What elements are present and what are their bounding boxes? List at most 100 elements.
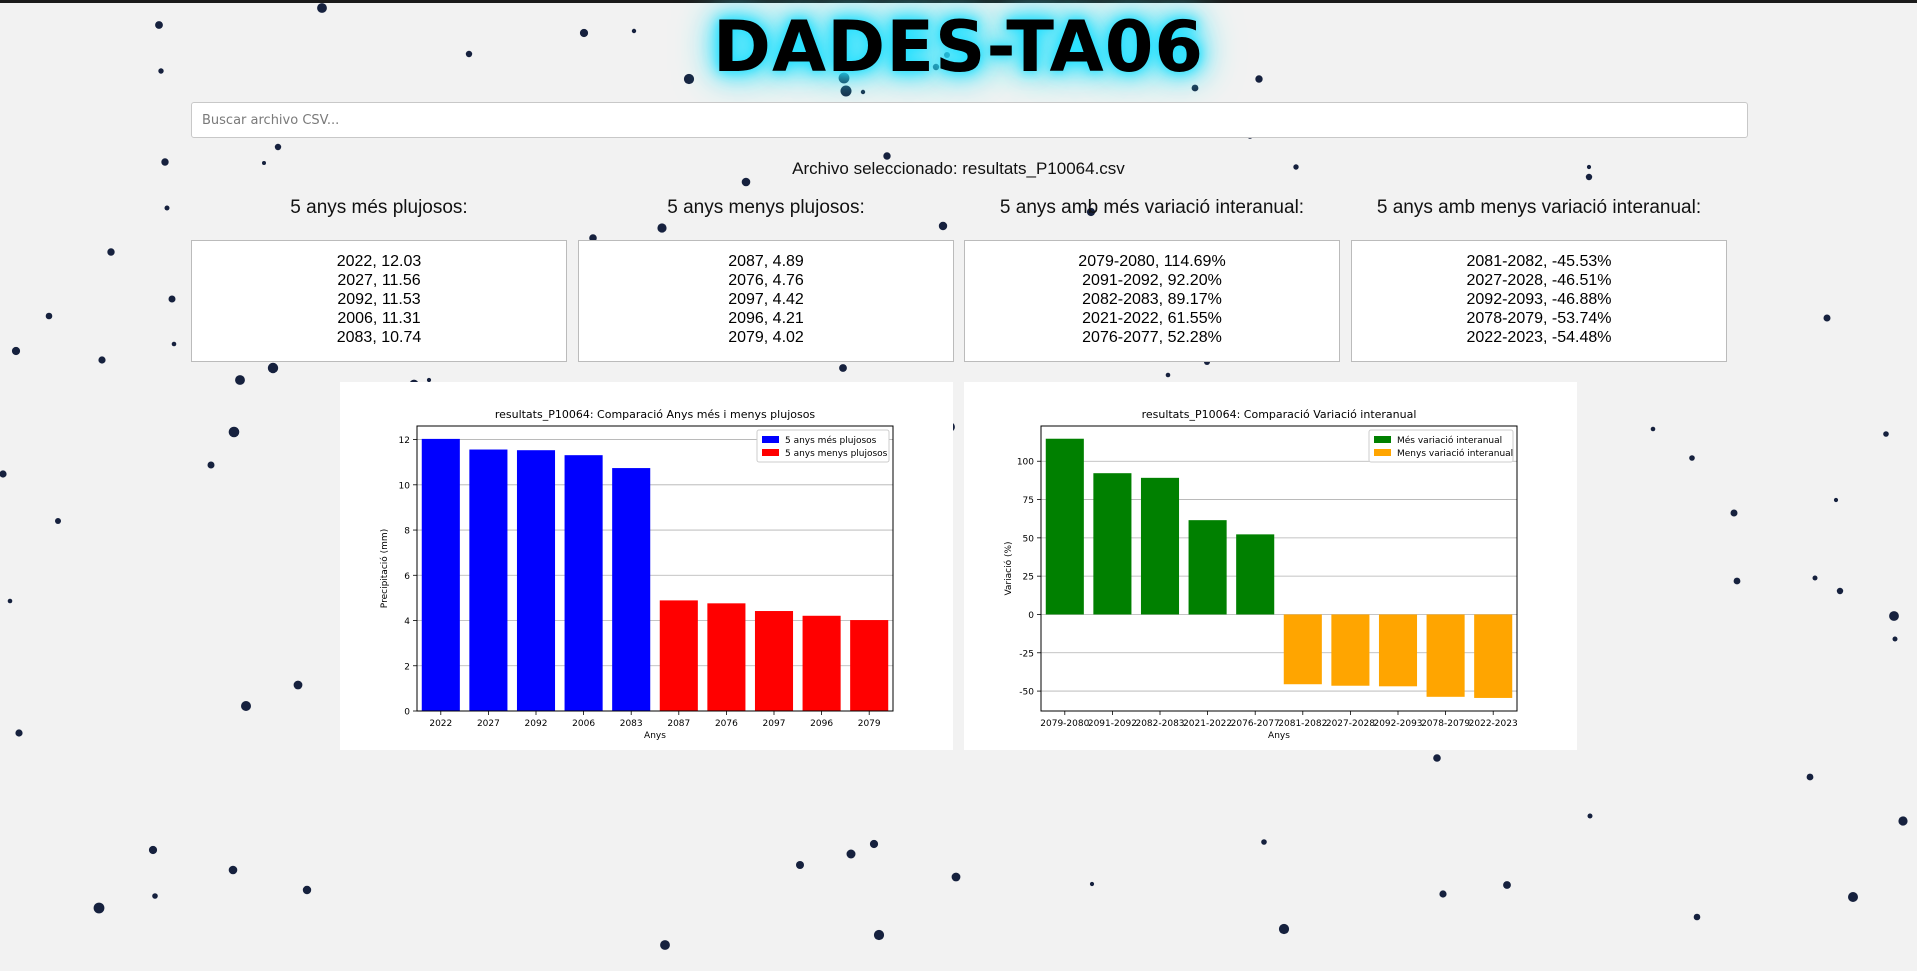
summary-box-driest: 2087, 4.89 2076, 4.76 2097, 4.42 2096, 4…	[578, 240, 954, 362]
background-dot	[274, 143, 282, 151]
x-tick-label: 2006	[572, 719, 595, 729]
list-item: 2022, 12.03	[336, 253, 422, 270]
bar-2092	[516, 450, 556, 711]
y-tick-label: 50	[1023, 534, 1035, 544]
background-dot	[152, 893, 158, 899]
background-dot	[1848, 892, 1858, 902]
background-dot	[1730, 509, 1738, 517]
background-dot	[840, 85, 852, 97]
background-dot	[1439, 890, 1447, 898]
background-dot	[944, 52, 950, 58]
legend-label: Menys variació interanual	[1397, 448, 1513, 459]
background-dot	[1883, 431, 1889, 437]
legend-swatch	[1374, 449, 1391, 456]
x-tick-label: 2021-2022	[1183, 719, 1232, 729]
background-dot	[317, 3, 327, 13]
background-dot	[161, 158, 169, 166]
background-dot	[1833, 497, 1839, 503]
background-dot	[426, 377, 432, 383]
search-input[interactable]	[191, 102, 1748, 138]
bar-2006	[564, 455, 603, 711]
selected-file-label: Archivo seleccionado: resultats_P10064.c…	[792, 159, 1125, 178]
x-axis-label: Anys	[1268, 731, 1290, 741]
background-dot	[741, 177, 751, 187]
background-dot	[0, 470, 7, 478]
background-dot	[55, 518, 61, 524]
x-tick-label: 2092	[525, 719, 548, 729]
bar-2081-2082	[1283, 614, 1322, 685]
list-item: 2083, 10.74	[336, 329, 422, 346]
summary-title-wettest: 5 anys més plujosos:	[290, 197, 468, 218]
bar-2027	[469, 449, 508, 711]
legend	[756, 429, 890, 463]
background-dot	[1585, 173, 1593, 181]
background-dot	[302, 885, 312, 895]
bar-2021-2022	[1188, 520, 1227, 615]
y-tick-label: 6	[404, 572, 410, 582]
background-dot	[838, 72, 850, 84]
background-dot	[171, 341, 177, 347]
y-axis-label: Variació (%)	[1003, 541, 1014, 595]
bar-2087	[659, 600, 698, 711]
bar-2079	[850, 620, 889, 711]
background-dot	[1503, 881, 1511, 889]
background-dot	[938, 221, 948, 231]
background-dot	[228, 426, 240, 438]
legend-label: 5 anys menys plujosos	[785, 449, 888, 459]
legend	[1368, 429, 1514, 463]
background-dot	[1892, 636, 1898, 642]
background-dot	[860, 89, 866, 95]
x-tick-label: 2081-2082	[1278, 719, 1327, 729]
list-item: 2027, 11.56	[337, 272, 421, 289]
background-dot	[869, 839, 879, 849]
y-tick-label: 10	[399, 481, 411, 491]
background-dot	[589, 234, 597, 242]
background-dot	[1806, 773, 1814, 781]
y-tick-label: -50	[1019, 688, 1034, 698]
list-item: 2092-2093, -46.88%	[1466, 291, 1612, 308]
summary-box-wettest: 2022, 12.03 2027, 11.56 2092, 11.53 2006…	[191, 240, 567, 362]
bar-2076	[707, 603, 746, 711]
background-dot	[839, 364, 847, 372]
x-tick-label: 2079	[858, 719, 881, 729]
bar-2091-2092	[1093, 473, 1132, 615]
background-dot	[93, 902, 105, 914]
list-item: 2076-2077, 52.28%	[1082, 329, 1222, 346]
x-tick-label: 2096	[810, 719, 833, 729]
bar-2027-2028	[1331, 614, 1370, 686]
plot-frame	[1040, 425, 1518, 712]
background-dot	[1812, 575, 1818, 581]
background-dot	[1293, 164, 1299, 170]
list-item: 2081-2082, -45.53%	[1466, 253, 1612, 270]
background-dot	[235, 375, 245, 385]
chart-precipitation-panel: resultats_P10064: Comparació Anys més i …	[340, 382, 953, 750]
background-dot	[158, 68, 164, 74]
background-dot	[1433, 754, 1441, 762]
y-tick-label: 0	[404, 708, 410, 718]
background-dot	[1733, 577, 1741, 585]
background-dot	[932, 63, 940, 71]
y-tick-label: 12	[399, 436, 410, 446]
background-dot	[683, 73, 695, 85]
background-dot	[148, 845, 158, 855]
legend-swatch	[1374, 436, 1391, 443]
background-dot	[241, 701, 251, 711]
chart-precipitation: resultats_P10064: Comparació Anys més i …	[379, 408, 894, 741]
background-dot	[1898, 816, 1908, 826]
bar-2079-2080	[1045, 438, 1084, 615]
list-item: 2096, 4.21	[728, 310, 804, 327]
list-item: 2078-2079, -53.74%	[1466, 310, 1612, 327]
y-tick-label: 75	[1023, 496, 1034, 506]
bar-2096	[802, 615, 841, 711]
legend-label: Més variació interanual	[1397, 435, 1502, 446]
bar-2076-2077	[1236, 534, 1275, 615]
x-tick-label: 2097	[763, 719, 786, 729]
y-tick-label: 25	[1023, 573, 1034, 583]
bar-2092-2093	[1378, 614, 1418, 687]
bar-2083	[612, 468, 651, 711]
background-dot	[1586, 164, 1592, 170]
x-tick-label: 2022-2023	[1469, 719, 1518, 729]
background-dot	[1086, 207, 1096, 217]
y-tick-label: -25	[1019, 649, 1034, 659]
list-item: 2006, 11.31	[337, 310, 421, 327]
